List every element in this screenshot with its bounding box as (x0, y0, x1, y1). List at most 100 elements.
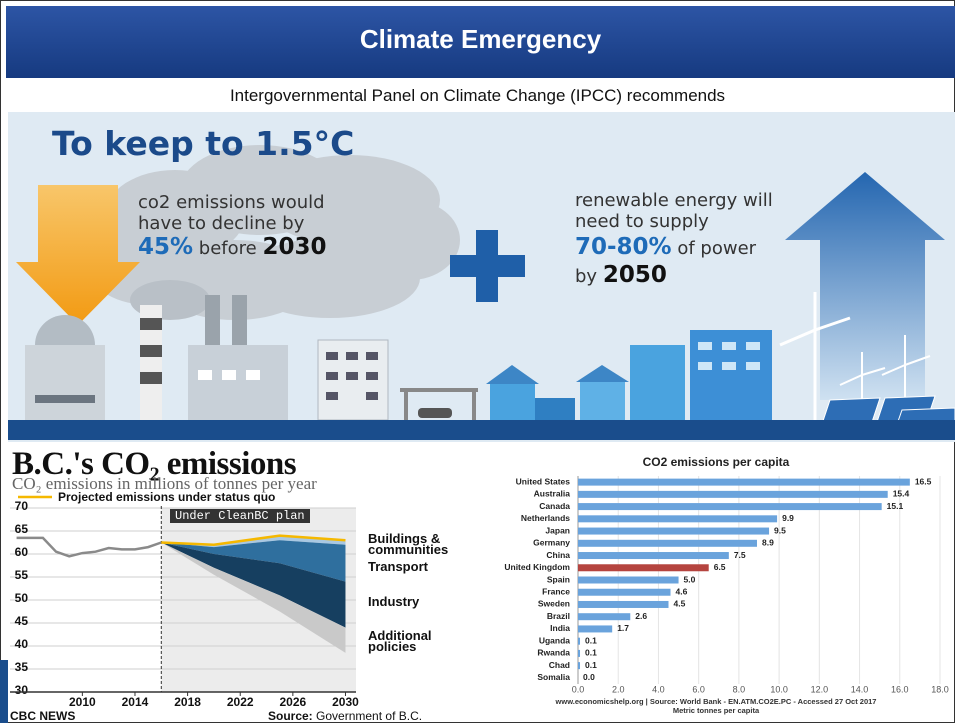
decoration (246, 370, 260, 380)
value-label: 4.6 (676, 586, 688, 596)
x-tick-label: 10.0 (770, 684, 788, 694)
right-text: renewable energy will need to supply (575, 190, 773, 232)
y-tick-label: 50 (15, 591, 29, 605)
y-tick-label: Brazil (547, 611, 570, 621)
y-tick-label: United States (516, 476, 571, 486)
value-label: 8.9 (762, 538, 774, 548)
decoration (490, 382, 535, 420)
wedge (161, 535, 346, 548)
decoration (346, 372, 358, 380)
bar (578, 539, 757, 547)
y-tick-label: India (550, 623, 570, 633)
x-tick-label: 8.0 (733, 684, 746, 694)
value-label: 7.5 (734, 550, 746, 560)
decoration (326, 352, 338, 360)
decoration (140, 305, 162, 420)
value-label: 4.5 (674, 599, 686, 609)
y-tick-label: Japan (545, 525, 570, 535)
decoration (404, 392, 408, 420)
pc-source: www.economicshelp.org | Source: World Ba… (555, 697, 877, 706)
y-tick-label: 70 (15, 499, 29, 513)
x-tick-label: 6.0 (692, 684, 705, 694)
decoration (722, 362, 736, 370)
pc-title: CO2 emissions per capita (642, 455, 790, 469)
y-tick-label: Netherlands (521, 513, 570, 523)
decoration (366, 392, 378, 400)
plan-label: Under CleanBC plan (170, 509, 310, 523)
wedge-label: Industry (368, 594, 420, 609)
y-tick-label: United Kingdom (504, 562, 570, 572)
wedge (161, 542, 346, 653)
bar (578, 527, 770, 535)
decoration (366, 372, 378, 380)
bar (578, 662, 581, 670)
status-quo-line (161, 534, 346, 547)
x-tick-label: 16.0 (891, 684, 909, 694)
bc-title: B.C.'s CO₂ emissions (12, 446, 297, 482)
decoration (746, 342, 760, 350)
decoration (839, 352, 886, 386)
decoration (346, 352, 358, 360)
bar (578, 576, 679, 584)
value-label: 9.9 (782, 513, 794, 523)
decoration (140, 345, 162, 357)
source-line: Source: Government of B.C. (268, 709, 422, 723)
bar (578, 490, 888, 498)
decoration (222, 370, 236, 380)
bar (578, 637, 581, 645)
bar (578, 600, 669, 608)
bar (578, 478, 910, 486)
x-tick-label: 2026 (280, 695, 307, 709)
decoration (35, 315, 95, 345)
value-label: 9.5 (774, 525, 786, 535)
history-line (16, 536, 162, 558)
bar (578, 515, 778, 523)
x-tick-label: 14.0 (851, 684, 869, 694)
x-tick-label: 2.0 (612, 684, 625, 694)
decoration (698, 342, 712, 350)
y-tick-label: Uganda (539, 635, 570, 645)
decoration (198, 370, 212, 380)
decoration (698, 362, 712, 370)
wedge-label: Transport (368, 559, 428, 574)
y-tick-label: 35 (15, 660, 29, 674)
right-figure-line: 70-80% of power (575, 234, 756, 260)
y-tick-label: 60 (15, 545, 29, 559)
infographic-heading: To keep to 1.5°C (52, 124, 355, 163)
decoration (580, 380, 625, 420)
bar (578, 649, 581, 657)
decoration (232, 295, 247, 355)
y-tick-label: Rwanda (537, 648, 570, 658)
decoration (8, 420, 955, 440)
left-figure: 45% (138, 234, 194, 260)
value-label: 15.1 (887, 501, 904, 511)
decoration (326, 372, 338, 380)
decoration (6, 6, 955, 78)
decoration (746, 362, 760, 370)
y-tick-label: 55 (15, 568, 29, 582)
left-figure-line: 45% before 2030 (138, 234, 326, 260)
source: Government of B.C. (316, 709, 423, 723)
y-tick-label: 65 (15, 522, 29, 536)
value-label: 15.4 (893, 489, 910, 499)
value-label: 2.6 (635, 611, 647, 621)
bc-subtitle: CO₂ emissions in millions of tonnes per … (12, 474, 317, 493)
y-tick-label: 40 (15, 637, 29, 651)
source-label: Source: (268, 709, 313, 723)
decoration (326, 392, 338, 400)
bar (578, 613, 631, 621)
wedge (161, 540, 346, 582)
y-tick-label: Somalia (537, 672, 570, 682)
x-tick-label: 2018 (174, 695, 201, 709)
decoration (188, 345, 288, 420)
value-label: 6.5 (714, 562, 726, 572)
left-mid: before (198, 238, 257, 259)
value-label: 0.1 (585, 660, 597, 670)
wedge (161, 542, 346, 628)
y-tick-label: 30 (15, 683, 29, 697)
value-label: 5.0 (684, 574, 696, 584)
value-label: 1.7 (617, 623, 629, 633)
x-tick-label: 2010 (69, 695, 96, 709)
